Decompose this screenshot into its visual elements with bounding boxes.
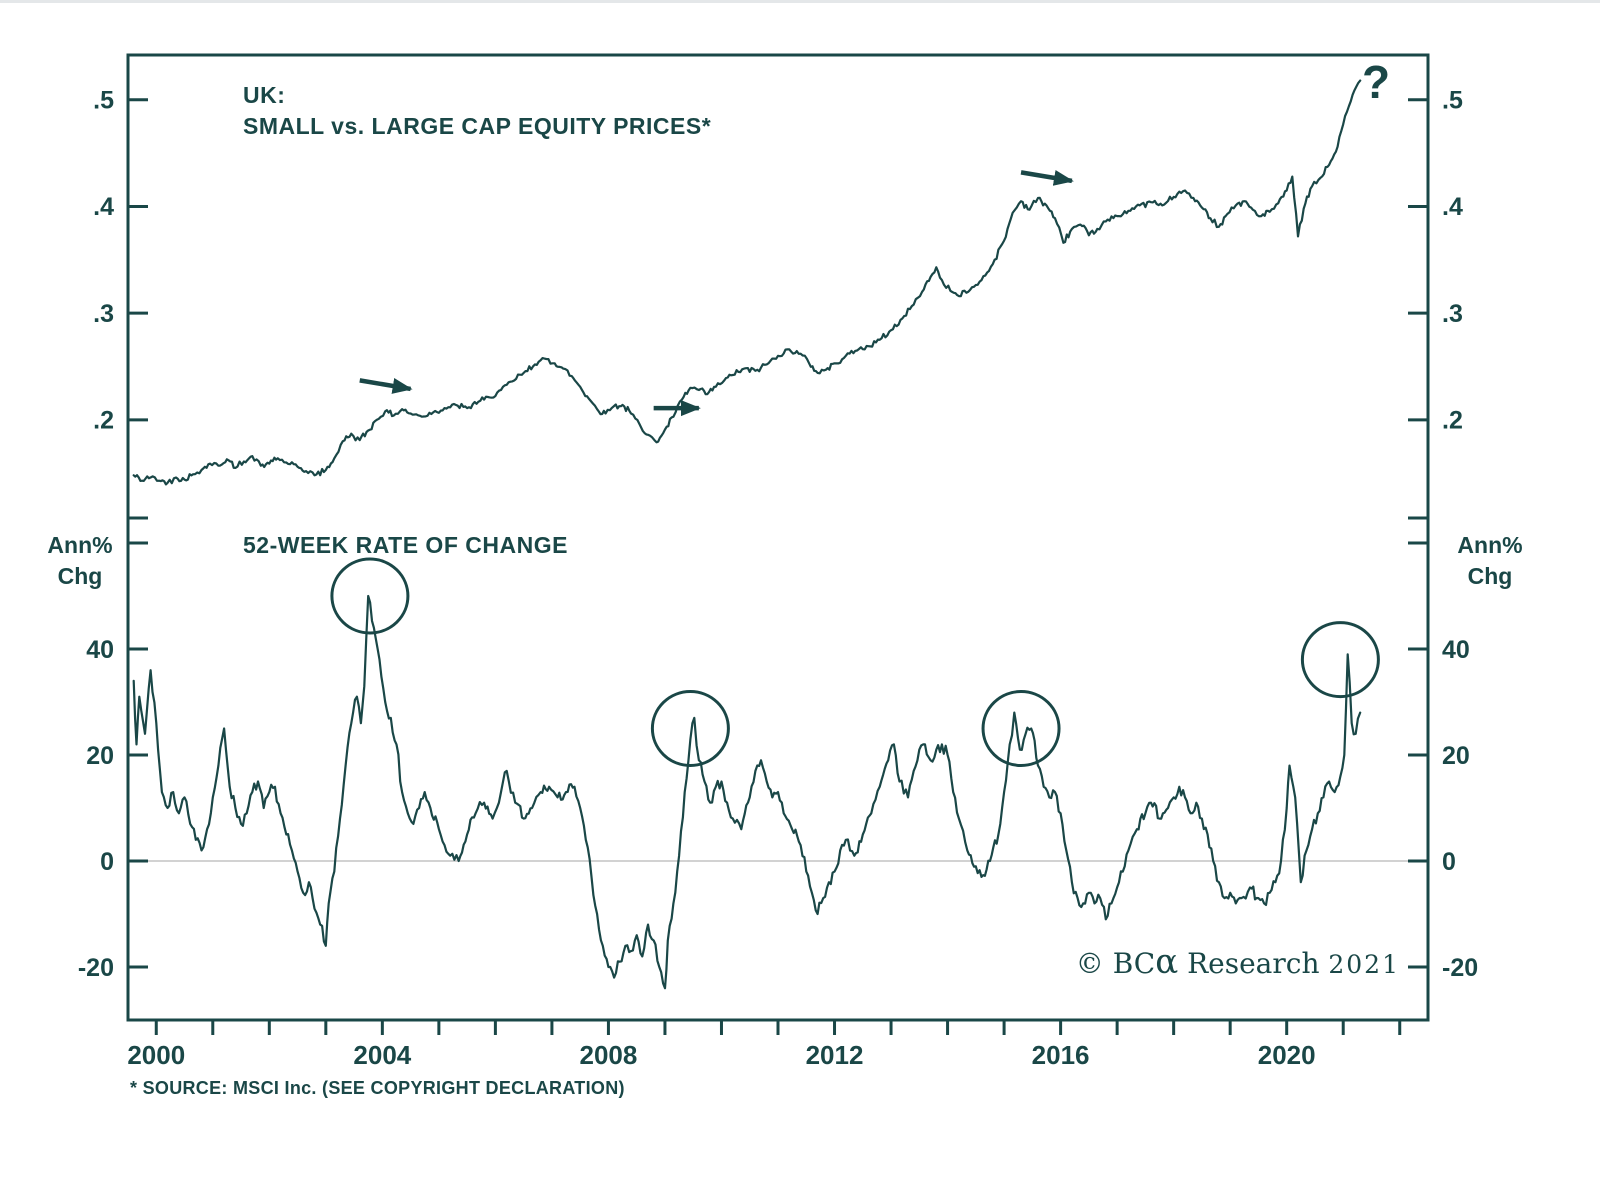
y-axis-unit-left-line2: Chg — [57, 563, 103, 589]
copyright-alpha: α — [1155, 942, 1179, 982]
bottom-panel-ytick-label-right: 40 — [1442, 636, 1470, 664]
x-axis-label: 2016 — [1032, 1040, 1090, 1070]
top-panel-ytick-label-left: .3 — [93, 300, 114, 328]
y-axis-unit-label-left: Ann% Chg — [34, 530, 126, 592]
copyright-year: 2021 — [1328, 950, 1400, 979]
x-axis-label: 2004 — [353, 1040, 411, 1070]
y-axis-unit-right-line1: Ann% — [1457, 532, 1523, 558]
copyright-mid: Research — [1178, 947, 1329, 980]
top-panel-title-line2: SMALL vs. LARGE CAP EQUITY PRICES* — [243, 113, 712, 139]
annotations — [330, 170, 1380, 767]
copyright-prefix: © BC — [1075, 947, 1156, 980]
x-axis-label: 2008 — [580, 1040, 638, 1070]
top-panel-title-line1: UK: — [243, 82, 286, 108]
bottom-panel-ytick-label-left: 20 — [86, 742, 114, 770]
top-panel-ytick-label-right: .2 — [1442, 407, 1463, 435]
highlight-circle — [650, 690, 730, 767]
top-panel-ytick-label-left: .5 — [93, 87, 114, 115]
top-series-line — [132, 79, 1362, 486]
top-panel-title: UK: SMALL vs. LARGE CAP EQUITY PRICES* — [243, 80, 711, 142]
x-axis-label: 2000 — [127, 1040, 185, 1070]
highlight-circle — [330, 557, 410, 635]
bottom-panel-ytick-label-right: 20 — [1442, 742, 1470, 770]
top-panel-ytick-label-left: .2 — [93, 407, 114, 435]
highlight-circle — [1300, 621, 1380, 699]
y-axis-unit-label-right: Ann% Chg — [1444, 530, 1536, 592]
top-panel-ytick-label-left: .4 — [93, 193, 114, 221]
bottom-panel-ytick-label-right: -20 — [1442, 954, 1478, 982]
bottom-series-line — [132, 594, 1362, 990]
bottom-panel-ytick-label-left: 40 — [86, 636, 114, 664]
x-axis-label: 2012 — [806, 1040, 864, 1070]
bottom-panel-ytick-label-right: 0 — [1442, 848, 1456, 876]
top-divider — [0, 0, 1600, 3]
x-axis-label: 2020 — [1258, 1040, 1316, 1070]
y-axis-unit-right-line2: Chg — [1467, 563, 1513, 589]
highlight-circle — [981, 690, 1061, 767]
y-axis-unit-left-line1: Ann% — [47, 532, 113, 558]
trend-arrow — [1020, 170, 1074, 186]
top-panel-ytick-label-right: .4 — [1442, 193, 1463, 221]
top-panel-ytick-label-right: .5 — [1442, 87, 1463, 115]
bottom-panel-ytick-label-left: -20 — [78, 954, 114, 982]
top-panel-ytick-label-right: .3 — [1442, 300, 1463, 328]
source-note: * SOURCE: MSCI Inc. (SEE COPYRIGHT DECLA… — [130, 1078, 625, 1098]
copyright-notice: © BCα Research 2021 — [1076, 942, 1400, 982]
bottom-panel-ytick-label-left: 0 — [100, 848, 114, 876]
bottom-panel-title: 52-WEEK RATE OF CHANGE — [243, 532, 568, 558]
question-mark-annotation: ? — [1362, 56, 1391, 108]
trend-arrow — [359, 378, 413, 394]
data-series — [132, 79, 1362, 990]
